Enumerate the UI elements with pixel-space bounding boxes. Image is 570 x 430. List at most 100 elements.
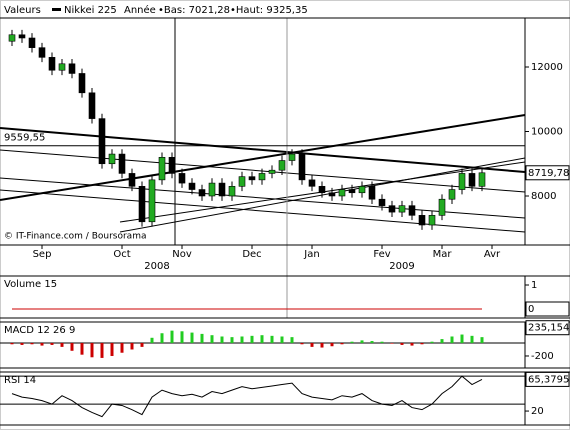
bar xyxy=(40,342,44,346)
y-tick-label: 10000 xyxy=(531,127,563,138)
trend-line xyxy=(0,189,526,233)
panel-title: RSI 14 xyxy=(4,375,36,386)
bar xyxy=(130,342,134,350)
bar xyxy=(320,342,324,348)
trend-line xyxy=(0,177,526,219)
candle-body xyxy=(458,173,466,190)
candle-body xyxy=(98,118,106,165)
bar xyxy=(460,334,464,343)
bar xyxy=(270,335,274,343)
candle-body xyxy=(328,192,336,197)
x-tick-label: Sep xyxy=(33,249,52,260)
candle-body xyxy=(68,63,76,74)
bar xyxy=(110,342,114,356)
reference-label: 9559,55 xyxy=(4,133,45,144)
candle-body xyxy=(238,176,246,187)
candle-body xyxy=(258,173,266,181)
candle-body xyxy=(138,186,146,223)
candle-body xyxy=(118,153,126,174)
candle-body xyxy=(408,205,416,216)
candle-body xyxy=(438,198,446,216)
candle-body xyxy=(278,160,286,171)
last-value-box xyxy=(525,301,570,317)
bar xyxy=(150,337,154,343)
bar xyxy=(350,341,354,343)
candle-body xyxy=(298,153,306,181)
x-tick-label: Mar xyxy=(433,249,453,260)
bar xyxy=(380,341,384,343)
y-tick-label: -200 xyxy=(531,351,554,362)
candle-body xyxy=(178,173,186,184)
y-tick-label: 1 xyxy=(531,280,537,291)
x-tick-label: Dec xyxy=(242,249,261,260)
y-tick-label: 8000 xyxy=(531,191,556,202)
x-tick-label: Fev xyxy=(373,249,390,260)
bar xyxy=(280,336,284,343)
x-tick-label: Nov xyxy=(172,249,192,260)
bar xyxy=(120,342,124,353)
bar xyxy=(290,337,294,343)
candle-body xyxy=(218,182,226,197)
candle-body xyxy=(368,186,376,200)
bar xyxy=(160,333,164,343)
x-group-label: 2008 xyxy=(144,261,169,272)
bar xyxy=(70,342,74,351)
panel-title: MACD 12 26 9 xyxy=(4,325,75,336)
x-tick-label: Oct xyxy=(113,249,130,260)
bar xyxy=(240,336,244,343)
last-value-label: 235,1543 xyxy=(528,323,570,334)
candle-body xyxy=(88,92,96,119)
last-value-box xyxy=(525,165,570,181)
candle-body xyxy=(8,34,16,42)
bar xyxy=(80,342,84,355)
last-value-label: 0 xyxy=(528,304,534,315)
candle-body xyxy=(418,215,426,226)
candle-body xyxy=(78,73,86,94)
candle-body xyxy=(208,182,216,197)
candle-body xyxy=(48,57,56,71)
bar xyxy=(20,342,24,345)
candle-body xyxy=(388,205,396,213)
candle-body xyxy=(268,169,276,174)
candle-body xyxy=(338,189,346,197)
bar xyxy=(210,335,214,343)
series-line xyxy=(11,375,483,418)
bar xyxy=(50,342,54,345)
candle-body xyxy=(318,186,326,194)
bar xyxy=(100,342,104,358)
candle-body xyxy=(308,179,316,187)
candle-body xyxy=(148,179,156,223)
candle-body xyxy=(128,173,136,187)
low-label: •Bas: 7021,28 xyxy=(158,5,230,16)
bar xyxy=(200,333,204,343)
x-tick-label: Jan xyxy=(303,249,319,260)
bar xyxy=(390,342,394,344)
bar xyxy=(230,337,234,343)
candle-body xyxy=(198,189,206,197)
bar xyxy=(250,335,254,343)
candle-body xyxy=(18,34,26,39)
candle-body xyxy=(398,205,406,213)
candle-body xyxy=(478,172,486,187)
bar xyxy=(400,342,404,345)
bar xyxy=(10,342,14,345)
candle-body xyxy=(448,189,456,200)
bar xyxy=(360,340,364,343)
series-name: Nikkei 225 xyxy=(64,5,117,16)
last-value-label: 65,3795 xyxy=(528,374,569,385)
bar xyxy=(140,342,144,347)
candle-body xyxy=(428,215,436,226)
candle-body xyxy=(38,47,46,58)
candle-body xyxy=(188,182,196,190)
bar xyxy=(310,342,314,347)
candle-body xyxy=(348,189,356,194)
candle-body xyxy=(468,173,476,187)
candle-body xyxy=(58,63,66,71)
bar xyxy=(480,337,484,343)
x-group-label: 2009 xyxy=(389,261,414,272)
bar xyxy=(220,336,224,343)
candle-body xyxy=(158,156,166,181)
candle-body xyxy=(378,198,386,206)
